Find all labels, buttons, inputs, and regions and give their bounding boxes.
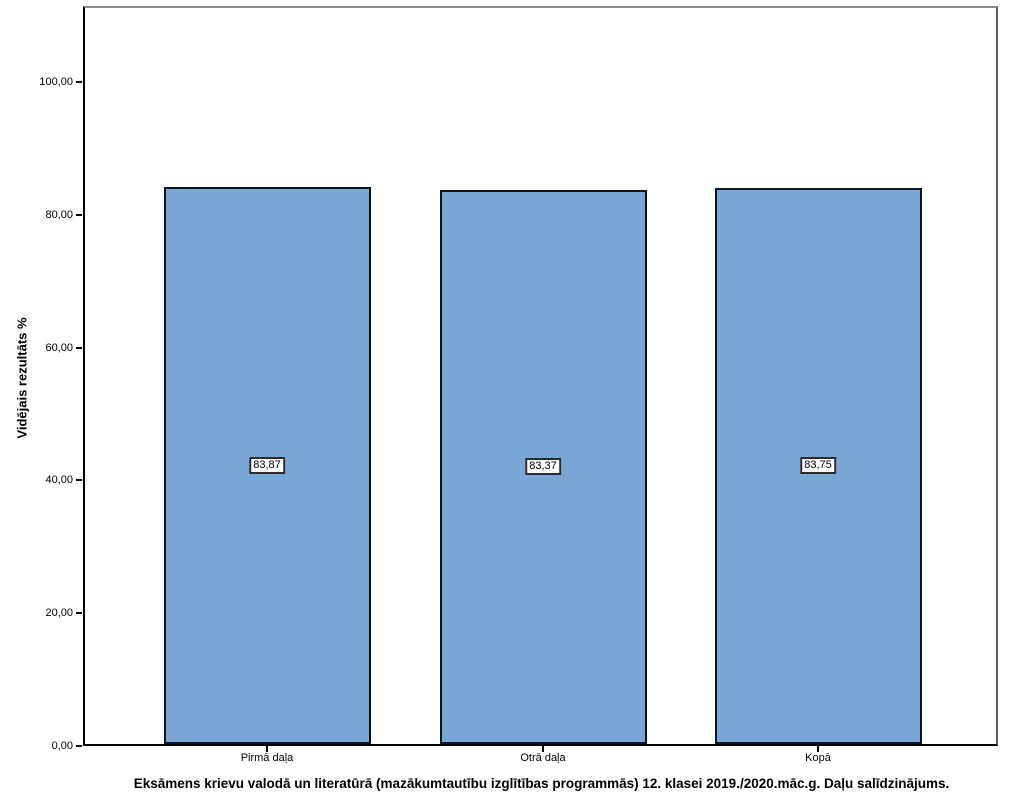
bar-value-label: 83,75 [800,456,836,474]
y-tick-mark [76,346,82,349]
y-tick-label: 0,00 [51,740,73,752]
bar-value-label: 83,37 [525,458,561,476]
y-tick-label: 60,00 [45,341,73,354]
x-tick-mark [266,746,268,752]
bar-value-label: 83,87 [249,456,285,474]
y-tick-mark [76,479,82,482]
y-tick-label: 80,00 [45,208,73,221]
x-tick-mark [817,746,819,752]
y-axis-title: Vidējais rezultāts % [14,317,30,439]
category-label: Kopā [805,752,831,764]
y-tick-mark [76,81,82,83]
y-tick-mark [76,745,82,747]
y-tick-label: 100,00 [39,76,73,88]
x-tick-mark [542,746,544,752]
chart-title: Eksāmens krievu valodā un literatūrā (ma… [133,776,950,791]
bar-3: 83,75 [714,187,922,744]
bar-1: 83,87 [163,187,371,744]
y-tick-mark [76,213,82,216]
y-tick-label: 40,00 [45,474,73,487]
category-label: Otrā daļa [520,752,566,764]
y-tick-mark [76,612,82,615]
plot-area: 83,87 83,37 83,75 [83,6,998,746]
bar-2: 83,37 [439,190,647,744]
y-tick-label: 20,00 [45,607,73,620]
category-label: Pirmā daļa [240,752,294,764]
